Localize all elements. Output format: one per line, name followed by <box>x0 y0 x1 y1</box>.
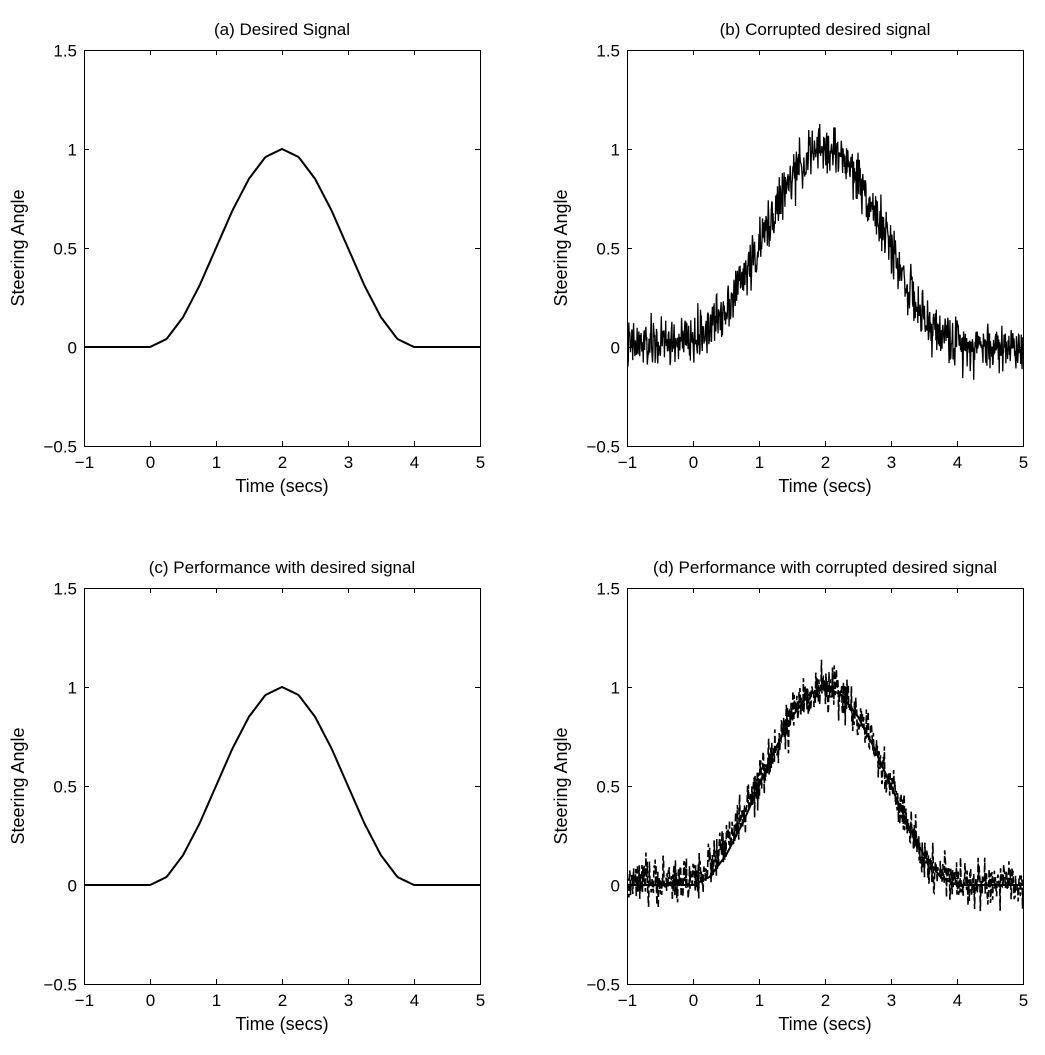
y-tick-label: −0.5 <box>43 438 77 457</box>
series-line-1 <box>627 685 1023 886</box>
series-line-0 <box>84 685 480 886</box>
chart-panel-b: (b) Corrupted desired signal −1 0 1 2 3 4 5 −0.5… <box>551 20 1028 496</box>
y-tick-label: 0 <box>611 877 620 896</box>
x-tick-label: 4 <box>410 453 419 472</box>
x-tick-label: 1 <box>755 991 764 1010</box>
series-line-0 <box>627 123 1024 380</box>
x-tick-label: 2 <box>821 453 830 472</box>
y-tick-label: 1 <box>68 141 77 160</box>
x-tick-label: 0 <box>689 991 698 1010</box>
x-axis-label: Time (secs) <box>235 476 328 496</box>
y-tick-label: 1.5 <box>53 580 77 599</box>
x-tick-label: 0 <box>146 991 155 1010</box>
x-tick-label: 5 <box>1019 453 1028 472</box>
chart-title: (c) Performance with desired signal <box>149 558 415 577</box>
x-tick-label: 5 <box>1019 991 1028 1010</box>
y-axis-label: Steering Angle <box>8 189 28 306</box>
y-axis-label: Steering Angle <box>551 189 571 306</box>
x-tick-label: 1 <box>755 453 764 472</box>
x-tick-label: 3 <box>344 991 353 1010</box>
x-tick-label: −1 <box>618 453 637 472</box>
x-tick-label: 3 <box>887 453 896 472</box>
y-tick-label: 0.5 <box>53 240 77 259</box>
chart-panel-c: (c) Performance with desired signal −1 0 1 2… <box>8 558 485 1034</box>
x-axis-label: Time (secs) <box>235 1014 328 1034</box>
x-tick-label: −1 <box>75 453 94 472</box>
x-tick-label: 3 <box>344 453 353 472</box>
x-tick-label: 0 <box>689 453 698 472</box>
x-tick-label: 3 <box>887 991 896 1010</box>
x-tick-label: 4 <box>410 991 419 1010</box>
x-tick-label: 2 <box>821 991 830 1010</box>
y-tick-label: −0.5 <box>586 976 620 995</box>
x-axis-label: Time (secs) <box>778 1014 871 1034</box>
chart-title: (b) Corrupted desired signal <box>720 20 931 39</box>
y-tick-label: 0 <box>611 339 620 358</box>
y-tick-label: 1.5 <box>53 42 77 61</box>
chart-panel-d: (d) Performance with corrupted desired s… <box>551 558 1028 1034</box>
axes-frame <box>627 50 1024 447</box>
y-axis-label: Steering Angle <box>551 727 571 844</box>
y-tick-label: −0.5 <box>43 976 77 995</box>
x-tick-label: 4 <box>953 453 962 472</box>
y-tick-label: 1 <box>68 679 77 698</box>
y-tick-label: 0.5 <box>596 778 620 797</box>
x-tick-label: 2 <box>278 453 287 472</box>
x-tick-label: 2 <box>278 991 287 1010</box>
axes-frame <box>627 588 1024 985</box>
y-tick-label: −0.5 <box>586 438 620 457</box>
series-line-0 <box>84 147 480 348</box>
x-tick-label: −1 <box>75 991 94 1010</box>
x-tick-label: 1 <box>212 991 221 1010</box>
y-tick-label: 0.5 <box>53 778 77 797</box>
y-tick-label: 1.5 <box>596 42 620 61</box>
x-tick-label: −1 <box>618 991 637 1010</box>
x-tick-label: 4 <box>953 991 962 1010</box>
y-tick-label: 0 <box>68 877 77 896</box>
chart-title: (a) Desired Signal <box>214 20 350 39</box>
x-tick-label: 5 <box>476 991 485 1010</box>
axes-frame <box>84 588 481 985</box>
y-tick-label: 1 <box>611 141 620 160</box>
chart-panel-a: (a) Desired Signal −1 0 1 2 3 4 5 −0.5 0 0.5 1 1.5 Ti… <box>8 20 485 496</box>
x-axis-label: Time (secs) <box>778 476 871 496</box>
chart-title: (d) Performance with corrupted desired s… <box>653 558 997 577</box>
x-tick-label: 1 <box>212 453 221 472</box>
y-tick-label: 0 <box>68 339 77 358</box>
x-tick-label: 0 <box>146 453 155 472</box>
y-tick-label: 1.5 <box>596 580 620 599</box>
y-tick-label: 0.5 <box>596 240 620 259</box>
y-axis-label: Steering Angle <box>8 727 28 844</box>
y-tick-label: 1 <box>611 679 620 698</box>
x-tick-label: 5 <box>476 453 485 472</box>
series-line-0 <box>627 659 1024 912</box>
axes-frame <box>84 50 481 447</box>
